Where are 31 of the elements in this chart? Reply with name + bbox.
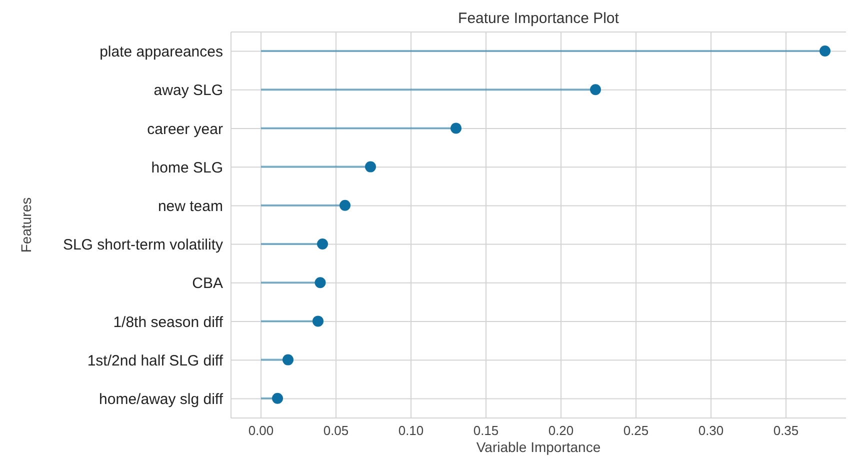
x-tick-label: 0.20 xyxy=(548,423,574,438)
x-tick-label: 0.05 xyxy=(323,423,349,438)
y-tick-label: home SLG xyxy=(151,159,223,176)
point xyxy=(340,200,350,211)
x-axis-title: Variable Importance xyxy=(476,438,601,455)
point xyxy=(282,354,294,366)
point xyxy=(317,238,328,250)
x-tick-label: 0.10 xyxy=(398,423,424,438)
y-tick-label: 1st/2nd half SLG diff xyxy=(87,352,224,370)
point xyxy=(272,392,283,404)
y-tick-label: 1/8th season diff xyxy=(113,314,224,331)
x-tick-label: 0.30 xyxy=(698,423,724,438)
y-tick-label: away SLG xyxy=(154,82,223,100)
x-tick-label: 0.25 xyxy=(623,423,649,438)
point xyxy=(820,46,830,56)
y-tick-label: SLG short-term volatility xyxy=(62,236,224,254)
point xyxy=(450,122,462,134)
point xyxy=(312,316,324,327)
y-tick-label: CBA xyxy=(192,275,223,292)
y-tick-label: plate appareances xyxy=(100,44,223,61)
point xyxy=(590,84,601,96)
chart-title: Feature Importance Plot xyxy=(457,10,620,27)
x-tick-label: 0.35 xyxy=(773,423,799,438)
x-tick-label: 0.00 xyxy=(248,423,274,438)
y-tick-label: career year xyxy=(147,120,223,138)
y-axis-title: Features xyxy=(18,197,34,253)
x-tick-label: 0.15 xyxy=(473,423,499,438)
point xyxy=(365,161,376,172)
y-tick-label: home/away slg diff xyxy=(99,391,224,408)
point xyxy=(314,277,326,288)
y-tick-label: new team xyxy=(158,198,223,216)
